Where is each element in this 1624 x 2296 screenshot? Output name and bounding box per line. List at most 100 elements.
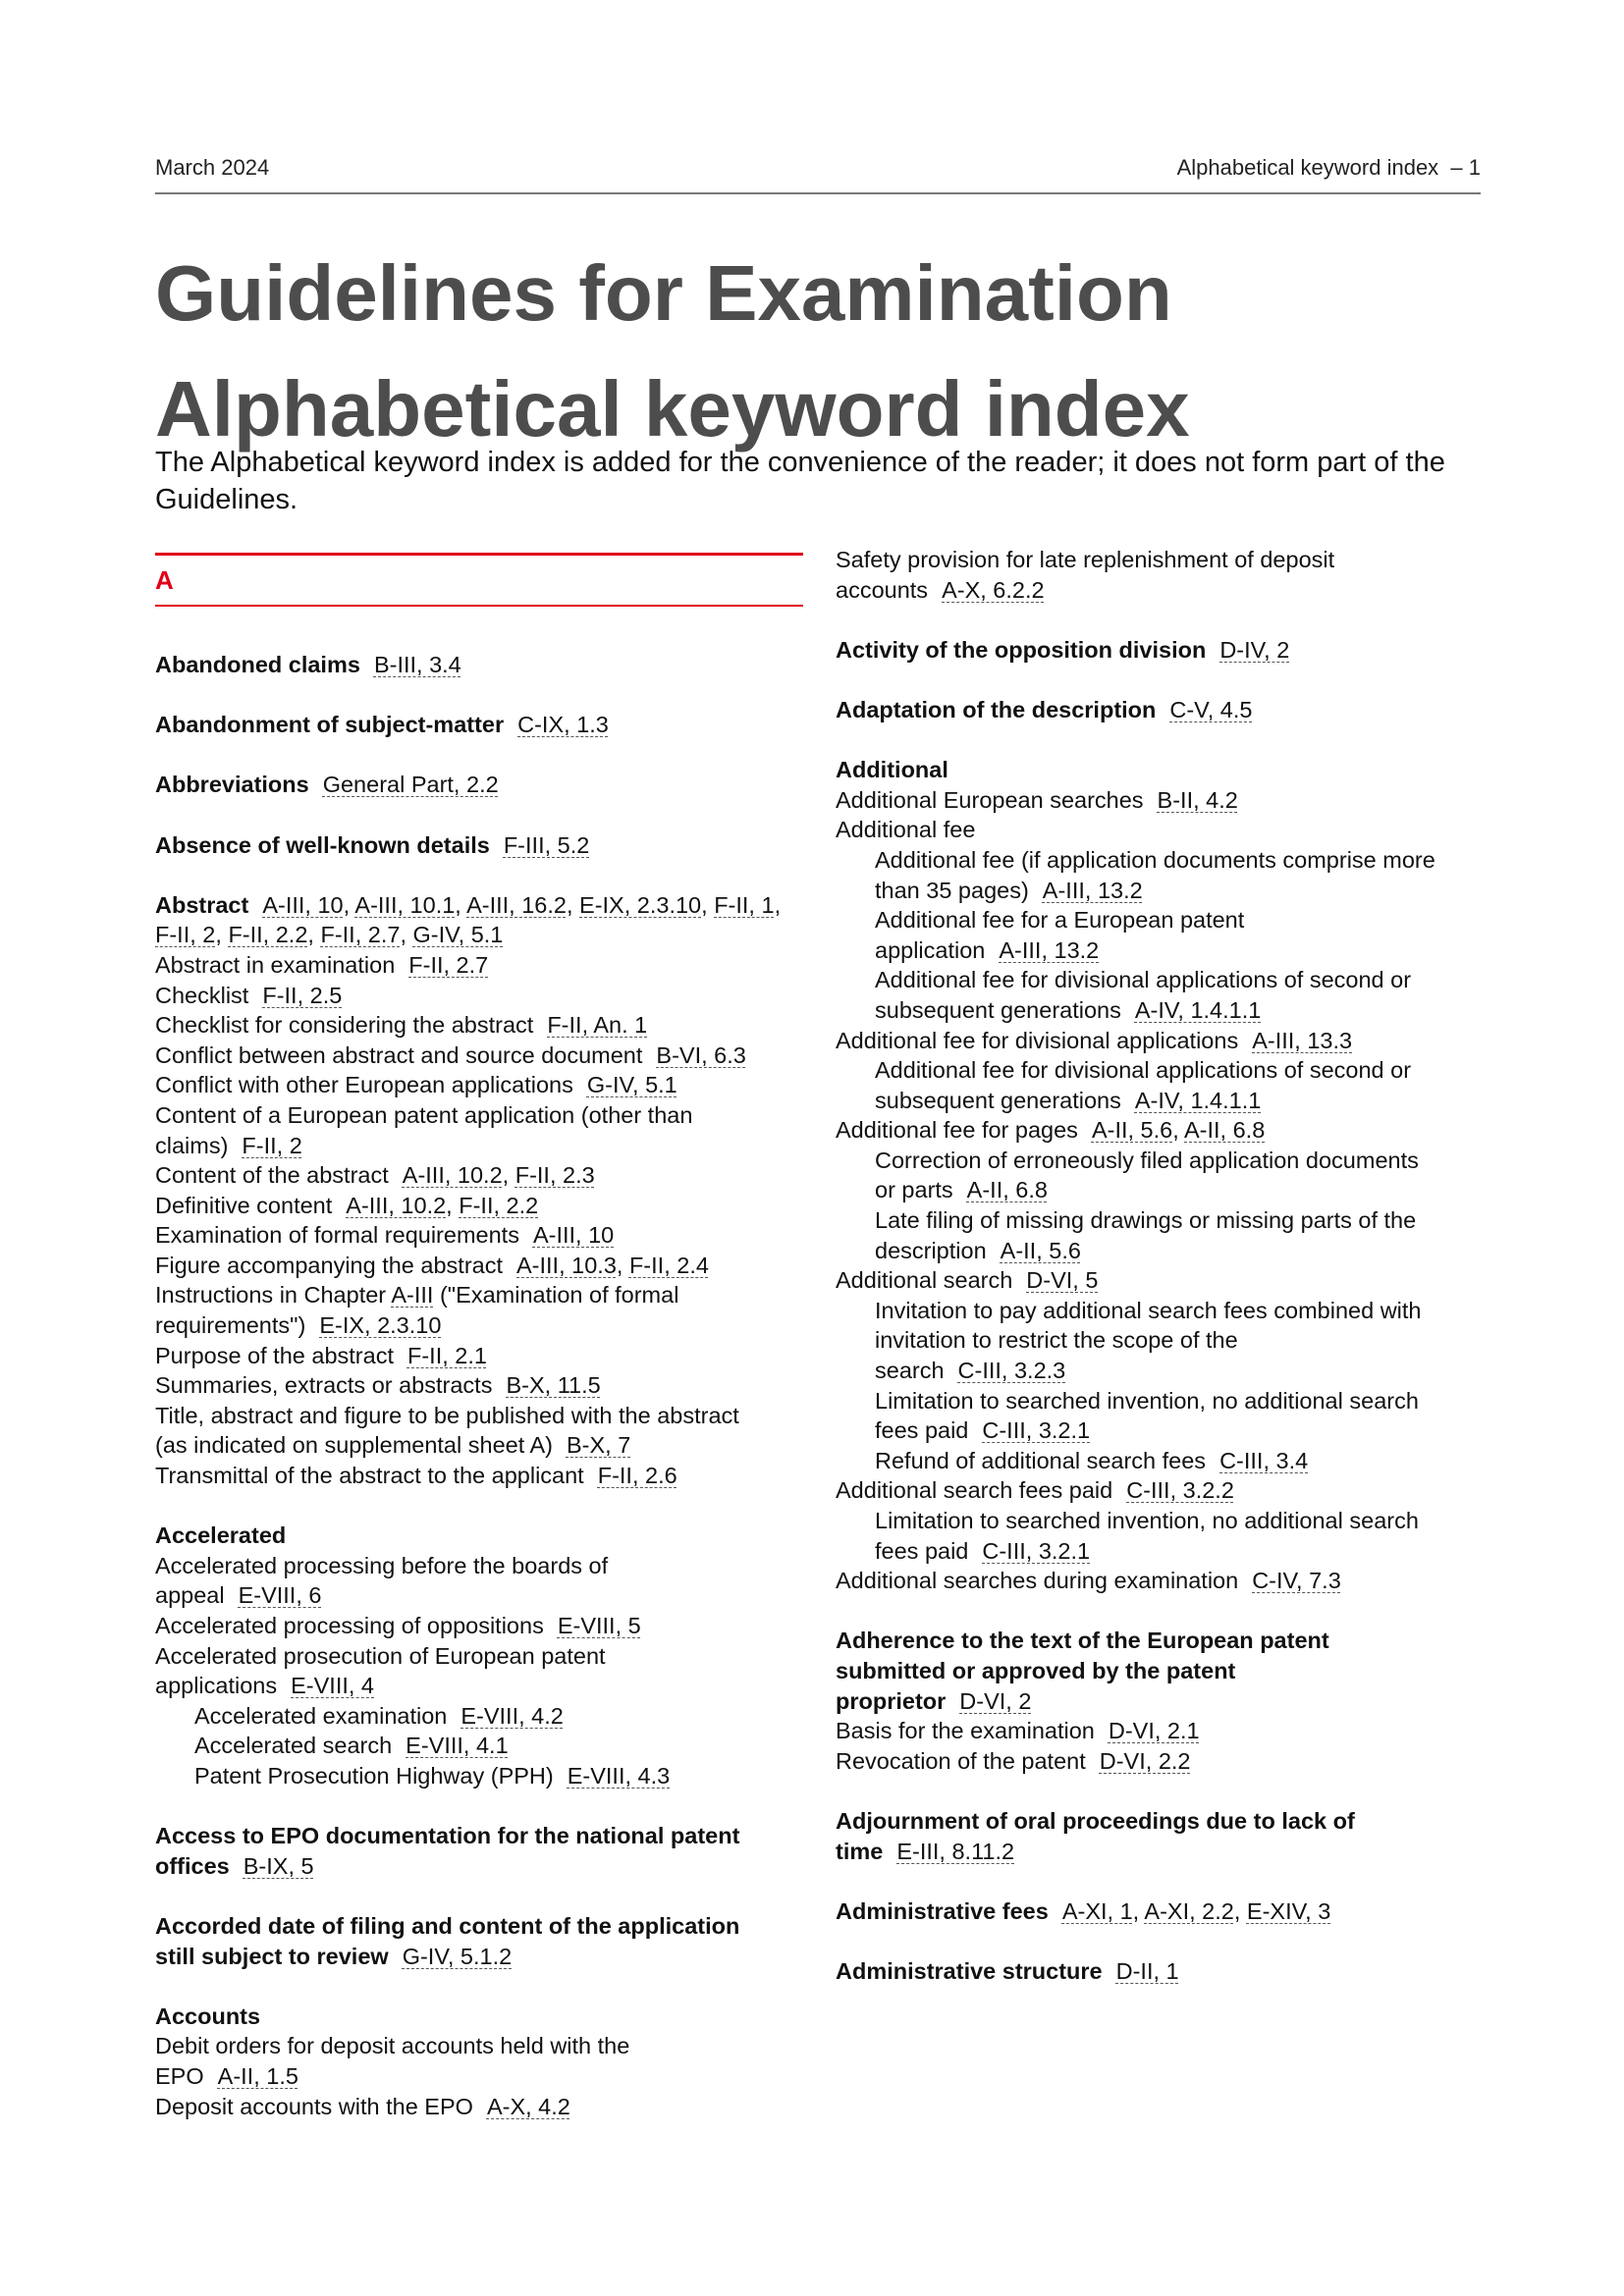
- title-line-1: Guidelines for Examination: [155, 249, 1172, 337]
- reference-link[interactable]: D-VI, 2: [959, 1687, 1032, 1714]
- reference-link[interactable]: A-III: [391, 1282, 434, 1308]
- reference-link[interactable]: A-III, 16.2: [466, 891, 567, 918]
- reference-link[interactable]: A-III, 10: [532, 1222, 615, 1249]
- sub-entry: Conflict between abstract and source doc…: [155, 1041, 746, 1068]
- reference-link[interactable]: A-IV, 1.4.1.1: [1134, 996, 1262, 1023]
- reference-link[interactable]: C-V, 4.5: [1169, 696, 1253, 722]
- reference-link[interactable]: F-II, 1: [714, 891, 775, 918]
- sub-entry: Purpose of the abstract F-II, 2.1: [155, 1342, 487, 1368]
- reference-link[interactable]: B-X, 11.5: [506, 1372, 601, 1399]
- reference-link[interactable]: C-IX, 1.3: [517, 712, 609, 738]
- reference-link[interactable]: A-III, 13.3: [1252, 1027, 1353, 1053]
- reference-link[interactable]: C-III, 3.2.1: [982, 1417, 1091, 1444]
- reference-link[interactable]: D-IV, 2: [1219, 636, 1290, 663]
- keyword: Accounts: [155, 2002, 261, 2029]
- sub-entry-cont: claims) F-II, 2: [155, 1132, 302, 1158]
- reference-link[interactable]: A-II, 6.8: [966, 1177, 1048, 1203]
- reference-link[interactable]: E-VIII, 4.2: [460, 1702, 564, 1729]
- reference-link[interactable]: A-X, 4.2: [486, 2093, 570, 2119]
- reference-link[interactable]: E-IX, 2.3.10: [319, 1312, 442, 1339]
- reference-link[interactable]: F-II, An. 1: [547, 1012, 648, 1039]
- reference-link[interactable]: D-VI, 2.1: [1108, 1718, 1200, 1744]
- reference-link[interactable]: A-XI, 2.2: [1144, 1897, 1234, 1924]
- sub-entry-cont: EPO A-II, 1.5: [155, 2062, 298, 2089]
- reference-link[interactable]: B-VI, 6.3: [656, 1041, 746, 1068]
- sub-sub-entry: Correction of erroneously filed applicat…: [875, 1147, 1419, 1173]
- keyword: Abstract: [155, 891, 249, 918]
- reference-link[interactable]: E-VIII, 5: [557, 1613, 641, 1638]
- reference-link[interactable]: E-VIII, 4.1: [406, 1733, 509, 1759]
- reference-link[interactable]: D-II, 1: [1115, 1957, 1179, 1984]
- sub-entry: Additional fee: [836, 817, 976, 843]
- sub-sub-entry: Patent Prosecution Highway (PPH) E-VIII, …: [194, 1762, 671, 1789]
- reference-link[interactable]: C-III, 3.2.3: [957, 1358, 1066, 1384]
- reference-link[interactable]: B-X, 7: [566, 1432, 631, 1459]
- keyword: Absence of well-known details: [155, 831, 490, 858]
- reference-link[interactable]: A-III, 13.2: [1042, 877, 1143, 903]
- reference-link[interactable]: A-II, 5.6: [1091, 1117, 1173, 1144]
- sub-entry: Accelerated prosecution of European pate…: [155, 1642, 606, 1669]
- sub-entry: Additional European searches B-II, 4.2: [836, 786, 1238, 813]
- reference-link[interactable]: F-II, 2.1: [406, 1342, 487, 1368]
- reference-link[interactable]: D-VI, 5: [1026, 1267, 1099, 1294]
- reference-link[interactable]: E-XIV, 3: [1246, 1897, 1331, 1924]
- sub-entry: Abstract in examination F-II, 2.7: [155, 951, 489, 978]
- index-entry: Abbreviations General Part, 2.2: [155, 770, 803, 800]
- reference-link[interactable]: B-III, 3.4: [373, 652, 461, 677]
- reference-link[interactable]: A-X, 6.2.2: [942, 576, 1045, 603]
- reference-link[interactable]: General Part, 2.2: [322, 772, 499, 798]
- reference-link[interactable]: C-III, 3.4: [1219, 1447, 1309, 1473]
- index-entry: Accorded date of filing and content of t…: [155, 1911, 803, 1971]
- reference-link[interactable]: F-II, 2.3: [514, 1162, 595, 1189]
- sub-entry: Content of the abstract A-III, 10.2, F-II…: [155, 1162, 595, 1189]
- reference-link[interactable]: A-III, 10.3: [516, 1252, 617, 1278]
- reference-link[interactable]: A-IV, 1.4.1.1: [1134, 1087, 1262, 1113]
- reference-link[interactable]: C-III, 3.2.2: [1126, 1477, 1234, 1504]
- sub-sub-entry: Late filing of missing drawings or missi…: [875, 1207, 1417, 1234]
- reference-link[interactable]: A-II, 5.6: [1000, 1237, 1081, 1263]
- reference-link[interactable]: E-VIII, 6: [238, 1582, 322, 1609]
- reference-link[interactable]: A-III, 10: [262, 891, 344, 918]
- reference-link[interactable]: E-IX, 2.3.10: [579, 891, 702, 918]
- reference-link[interactable]: G-IV, 5.1: [586, 1072, 677, 1098]
- index-entry: Adaptation of the description C-V, 4.5: [836, 695, 1493, 725]
- reference-link[interactable]: C-III, 3.2.1: [982, 1537, 1091, 1564]
- reference-link[interactable]: F-III, 5.2: [503, 831, 590, 858]
- index-entry-adherence: Adherence to the text of the European pa…: [836, 1626, 1493, 1776]
- page-header: March 2024 Alphabetical keyword index – …: [155, 155, 1481, 194]
- reference-link[interactable]: A-III, 13.2: [999, 936, 1100, 963]
- reference-link[interactable]: A-III, 10.1: [354, 891, 456, 918]
- reference-link[interactable]: E-VIII, 4.3: [567, 1762, 671, 1789]
- reference-link[interactable]: F-II, 2: [242, 1132, 302, 1158]
- reference-link[interactable]: A-XI, 1: [1061, 1897, 1133, 1924]
- reference-link[interactable]: A-II, 1.5: [217, 2062, 298, 2089]
- reference-link[interactable]: F-II, 2.4: [628, 1252, 709, 1278]
- sub-entry: Accelerated processing before the boards…: [155, 1552, 609, 1578]
- reference-link[interactable]: E-VIII, 4: [291, 1673, 374, 1699]
- sub-entry: Additional search D-VI, 5: [836, 1267, 1099, 1294]
- sub-entry-cont: accounts A-X, 6.2.2: [836, 576, 1045, 603]
- reference-link[interactable]: D-VI, 2.2: [1099, 1747, 1191, 1774]
- reference-link[interactable]: F-II, 2.2: [459, 1192, 539, 1218]
- sub-sub-entry-cont: invitation to restrict the scope of the: [875, 1327, 1238, 1354]
- reference-link[interactable]: F-II, 2.2: [228, 922, 308, 948]
- reference-link[interactable]: B-II, 4.2: [1157, 786, 1238, 813]
- keyword: Abbreviations: [155, 772, 309, 798]
- reference-link[interactable]: A-III, 10.2: [346, 1192, 447, 1218]
- reference-link[interactable]: F-II, 2: [155, 922, 216, 948]
- keyword: Accelerated: [155, 1522, 287, 1549]
- sub-sub-entry-cont: fees paid C-III, 3.2.1: [875, 1537, 1091, 1564]
- reference-link[interactable]: G-IV, 5.1: [412, 922, 504, 948]
- reference-link[interactable]: A-II, 6.8: [1184, 1117, 1266, 1144]
- sub-entry: Title, abstract and figure to be publish…: [155, 1402, 739, 1428]
- reference-link[interactable]: B-IX, 5: [243, 1852, 314, 1879]
- reference-link[interactable]: A-III, 10.2: [402, 1162, 503, 1189]
- reference-link[interactable]: F-II, 2.5: [262, 982, 343, 1008]
- reference-link[interactable]: F-II, 2.6: [597, 1463, 677, 1489]
- reference-link[interactable]: F-II, 2.7: [320, 922, 401, 948]
- reference-link[interactable]: C-IV, 7.3: [1252, 1568, 1341, 1594]
- index-entry-accelerated: Accelerated Accelerated processing befor…: [155, 1521, 803, 1790]
- reference-link[interactable]: G-IV, 5.1.2: [402, 1943, 513, 1969]
- reference-link[interactable]: F-II, 2.7: [408, 951, 489, 978]
- reference-link[interactable]: E-III, 8.11.2: [896, 1838, 1015, 1864]
